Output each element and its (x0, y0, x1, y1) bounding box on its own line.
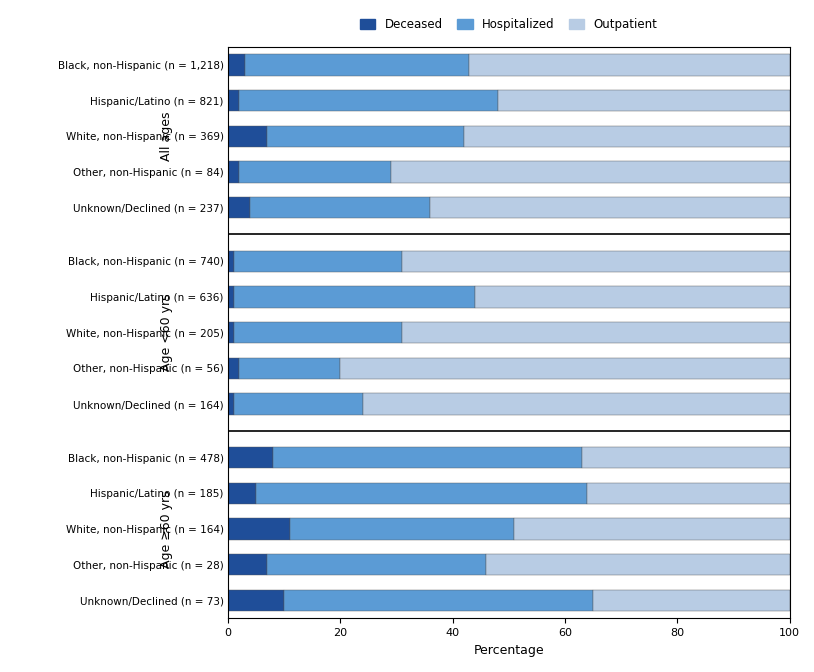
Bar (228, 286, 234, 308)
Bar (582, 447, 790, 468)
Bar (228, 554, 267, 575)
Text: All ages: All ages (160, 112, 173, 161)
Bar (267, 554, 486, 575)
Bar (251, 197, 430, 218)
Bar (234, 251, 402, 272)
Bar (273, 447, 582, 468)
Bar (228, 482, 256, 504)
Bar (239, 90, 497, 112)
Bar (228, 447, 273, 468)
Bar (245, 54, 470, 76)
Bar (514, 518, 790, 540)
Text: Age <60 yrs: Age <60 yrs (160, 294, 173, 372)
Bar (284, 590, 593, 611)
Bar (228, 393, 234, 415)
Bar (464, 126, 790, 147)
Bar (497, 90, 790, 112)
Bar (228, 197, 251, 218)
Bar (228, 322, 234, 343)
Bar (228, 126, 267, 147)
Bar (340, 358, 790, 379)
Bar (234, 286, 475, 308)
Bar (470, 54, 790, 76)
Bar (290, 518, 514, 540)
Bar (239, 161, 391, 183)
Bar (402, 322, 790, 343)
Bar (228, 251, 234, 272)
Bar (228, 161, 239, 183)
Bar (234, 322, 402, 343)
Text: Age ≥60 yrs: Age ≥60 yrs (160, 490, 173, 568)
Bar (363, 393, 790, 415)
Bar (239, 358, 340, 379)
Bar (228, 358, 239, 379)
Bar (228, 54, 245, 76)
Bar (475, 286, 790, 308)
Bar (402, 251, 790, 272)
Bar (234, 393, 363, 415)
Bar (486, 554, 790, 575)
Bar (588, 482, 790, 504)
Bar (267, 126, 464, 147)
Bar (391, 161, 790, 183)
Bar (593, 590, 790, 611)
Bar (430, 197, 790, 218)
Bar (228, 590, 284, 611)
Legend: Deceased, Hospitalized, Outpatient: Deceased, Hospitalized, Outpatient (356, 13, 662, 36)
Bar (228, 518, 290, 540)
Bar (228, 90, 239, 112)
Bar (256, 482, 588, 504)
X-axis label: Percentage: Percentage (474, 644, 544, 657)
